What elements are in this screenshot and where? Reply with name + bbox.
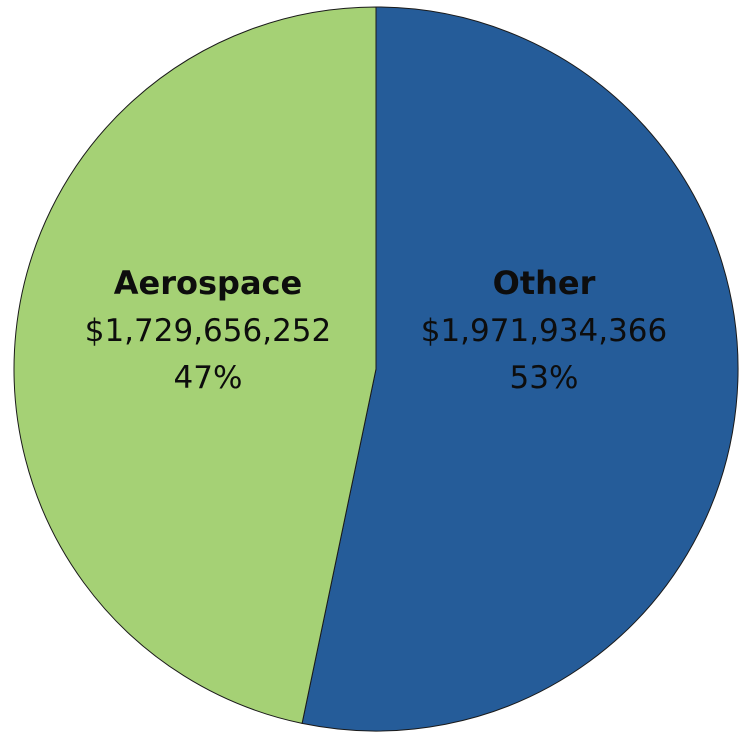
- pie-slices: [13, 6, 739, 732]
- slice-value-label: $1,971,934,366: [421, 313, 668, 349]
- slice-value-label: $1,729,656,252: [85, 313, 332, 349]
- pie-label-other: Other $1,971,934,366 53%: [421, 264, 668, 396]
- slice-percent-label: 47%: [174, 360, 243, 396]
- slice-percent-label: 53%: [510, 360, 579, 396]
- slice-name-label: Aerospace: [114, 264, 302, 302]
- pie-labels: Other $1,971,934,366 53% Aerospace $1,729,65…: [85, 264, 668, 396]
- pie-label-aerospace: Aerospace $1,729,656,252 47%: [85, 264, 332, 396]
- slice-name-label: Other: [493, 264, 596, 302]
- pie-slice-aerospace: [13, 6, 377, 724]
- pie-slice-other: [301, 6, 739, 732]
